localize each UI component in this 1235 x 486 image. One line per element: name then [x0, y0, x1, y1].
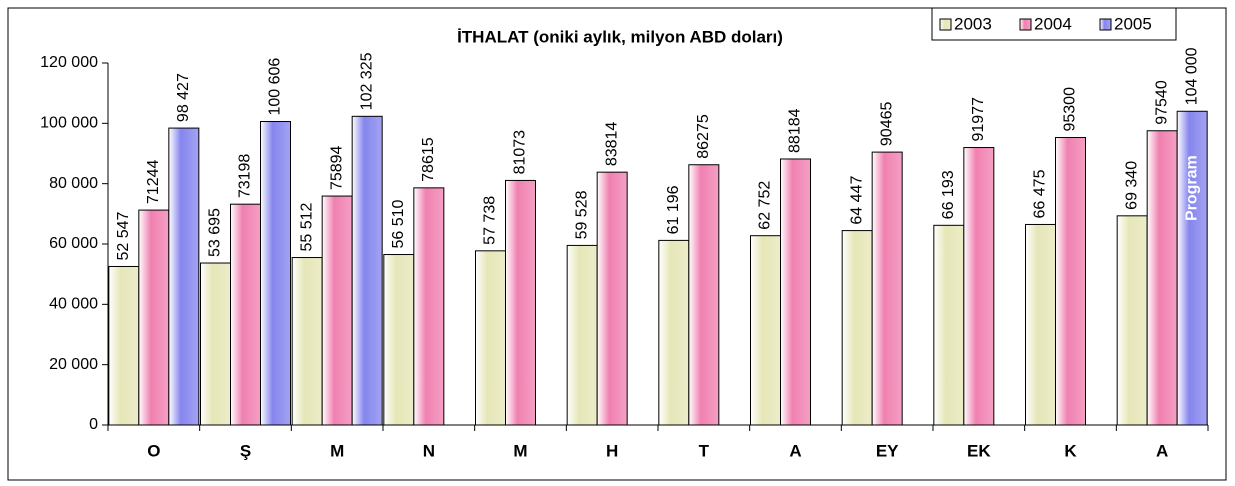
x-tick-label: EY [876, 441, 899, 460]
x-tick-label: A [1156, 441, 1168, 460]
y-tick-label: 60 000 [49, 235, 98, 252]
bar [963, 147, 995, 426]
y-tick-label: 100 000 [40, 115, 98, 132]
legend-swatch [1099, 18, 1112, 31]
bar [1176, 110, 1208, 426]
legend-swatch [939, 18, 952, 31]
bar [383, 254, 415, 426]
legend-label: 2004 [1034, 14, 1072, 33]
data-label: 88184 [787, 108, 804, 153]
data-label: 57 738 [482, 196, 499, 245]
bar [1055, 137, 1086, 426]
bar [596, 171, 628, 426]
data-label: 55 512 [298, 202, 315, 251]
bar [780, 158, 811, 426]
bar [841, 230, 873, 426]
data-label: 71244 [145, 159, 162, 204]
x-tick-label: A [789, 441, 801, 460]
data-label: 56 510 [390, 199, 407, 248]
data-label: 61 196 [665, 185, 682, 234]
bar [230, 203, 261, 426]
data-label: 86275 [695, 114, 712, 159]
x-tick-label: N [423, 441, 435, 460]
y-tick-label: 20 000 [49, 356, 98, 373]
data-label: 62 752 [757, 181, 774, 230]
bar [168, 127, 200, 426]
data-label: 66 193 [940, 170, 957, 219]
bar [871, 151, 903, 426]
bar [688, 164, 720, 426]
data-label: 91977 [970, 97, 987, 142]
data-label: 59 528 [573, 190, 590, 239]
data-label: 81073 [512, 130, 529, 175]
data-label: 100 606 [267, 58, 284, 116]
bar [1146, 130, 1178, 426]
x-tick-label: EK [967, 441, 991, 460]
data-label: 83814 [603, 122, 620, 167]
bar [260, 121, 291, 426]
x-tick-label: Ş [240, 441, 251, 460]
legend-label: 2005 [1114, 14, 1152, 33]
y-tick-label: 120 000 [40, 54, 98, 71]
data-label: 78615 [420, 137, 437, 182]
bar [413, 187, 445, 426]
y-tick-label: 0 [89, 416, 98, 433]
data-label: 90465 [878, 102, 895, 147]
chart-title: İTHALAT (oniki aylık, milyon ABD doları) [457, 27, 783, 46]
data-label: 95300 [1062, 87, 1079, 132]
data-label: 75894 [328, 145, 345, 190]
legend-box [931, 7, 1177, 41]
bar [1116, 215, 1148, 426]
x-tick-label: O [147, 441, 160, 460]
bar [351, 115, 383, 426]
data-label: 53 695 [207, 208, 224, 257]
bar [200, 262, 231, 426]
data-label: 97540 [1153, 80, 1170, 125]
data-label: 73198 [237, 154, 254, 199]
bar [1025, 223, 1056, 426]
x-tick-label: H [606, 441, 618, 460]
x-tick-label: M [513, 441, 527, 460]
y-tick-label: 80 000 [49, 175, 98, 192]
x-tick-label: M [330, 441, 344, 460]
bar [108, 265, 140, 426]
legend-label: 2003 [954, 14, 992, 33]
bar [475, 250, 506, 426]
data-label: 102 325 [358, 52, 375, 110]
data-label: 104 000 [1183, 47, 1200, 105]
data-label: 69 340 [1123, 161, 1140, 210]
x-tick-label: T [699, 441, 710, 460]
bar [750, 235, 781, 426]
data-label: 52 547 [115, 211, 132, 260]
bar [321, 195, 353, 426]
annotation: Program [1183, 155, 1200, 221]
bar [566, 244, 598, 426]
x-tick-label: K [1064, 441, 1077, 460]
bar [505, 179, 536, 426]
data-label: 64 447 [848, 176, 865, 225]
bar [138, 209, 170, 426]
data-label: 98 427 [175, 73, 192, 122]
legend-swatch [1019, 18, 1032, 31]
y-tick-label: 40 000 [49, 296, 98, 313]
bar [291, 257, 323, 426]
bar [933, 224, 965, 426]
data-label: 66 475 [1032, 169, 1049, 218]
bar [658, 239, 690, 426]
